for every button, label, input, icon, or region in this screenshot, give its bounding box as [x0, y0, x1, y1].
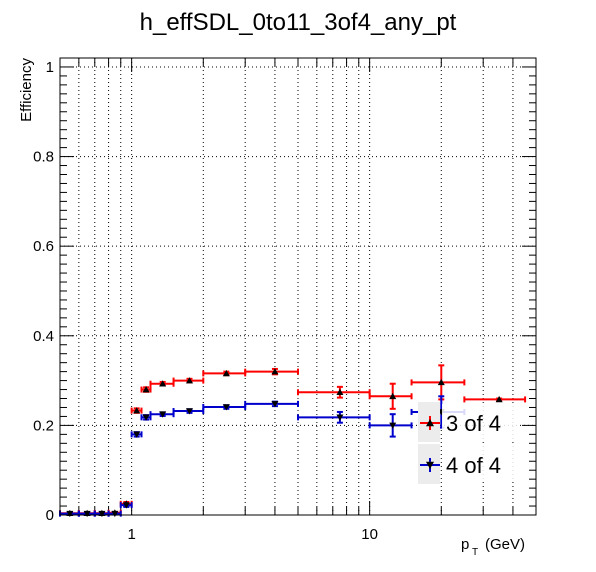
x-tick-label: 1: [127, 526, 135, 543]
data-point: [202, 369, 247, 377]
data-marker: [495, 395, 503, 403]
data-point: [130, 407, 143, 414]
data-point: [368, 413, 413, 438]
legend-label: 3 of 4: [446, 411, 501, 436]
data-marker: [389, 392, 397, 400]
data-marker: [185, 377, 193, 384]
data-marker: [389, 422, 397, 429]
data-marker: [271, 368, 279, 375]
data-point: [244, 367, 299, 376]
data-point: [149, 411, 175, 418]
data-point: [140, 386, 152, 393]
data-marker: [185, 408, 193, 415]
x-axis-label-subscript: T: [472, 547, 478, 558]
legend-label: 4 of 4: [446, 453, 501, 478]
data-marker: [271, 401, 279, 408]
axis-ticks: [59, 58, 537, 516]
x-axis-label-unit: (GeV): [485, 536, 525, 553]
data-marker: [122, 502, 130, 509]
data-marker: [98, 510, 106, 518]
data-point: [368, 382, 413, 410]
data-point: [130, 431, 143, 438]
legend-entry: 4 of 4: [418, 444, 518, 484]
legend-label-bg: [442, 446, 518, 482]
data-marker: [336, 414, 344, 421]
plot-border: [59, 57, 537, 516]
data-marker: [83, 510, 91, 518]
data-point: [410, 364, 466, 401]
y-axis-label: Efficiency: [18, 58, 35, 122]
data-marker: [142, 386, 150, 393]
y-tick-label: 1: [46, 59, 54, 76]
data-point: [119, 502, 133, 509]
chart-title: h_effSDL_0to11_3of4_any_pt: [140, 9, 457, 36]
data-point: [463, 395, 527, 403]
x-axis-label-main: p: [461, 536, 469, 553]
data-point: [149, 380, 175, 387]
data-marker: [159, 411, 167, 418]
tick-labels: 1 10 0 0.2 0.4 0.6 0.8 1: [33, 59, 378, 543]
y-tick-label: 0: [46, 507, 54, 524]
legend: 3 of 4 4 of 4: [418, 402, 518, 484]
data-marker: [66, 510, 74, 518]
x-tick-label: 10: [361, 526, 378, 543]
data-point: [244, 400, 299, 408]
legend-marker: [426, 461, 434, 469]
data-marker: [222, 369, 230, 377]
x-axis-label: p T (GeV): [461, 536, 525, 558]
y-tick-label: 0.4: [33, 328, 54, 345]
data-point: [172, 408, 205, 415]
data-marker: [159, 380, 167, 387]
y-tick-label: 0.2: [33, 417, 54, 434]
data-point: [172, 377, 205, 384]
data-marker: [437, 378, 445, 386]
data-point: [297, 410, 371, 424]
data-marker: [133, 431, 141, 438]
y-tick-label: 0.6: [33, 238, 54, 255]
data-point: [297, 385, 371, 399]
legend-marker: [426, 419, 434, 427]
data-marker: [222, 404, 230, 411]
legend-label-bg: [442, 404, 518, 440]
y-tick-label: 0.8: [33, 149, 54, 166]
data-marker: [133, 407, 141, 414]
data-marker: [142, 414, 150, 421]
legend-entry: 3 of 4: [418, 402, 518, 442]
data-marker: [336, 388, 344, 396]
data-marker: [111, 510, 119, 518]
